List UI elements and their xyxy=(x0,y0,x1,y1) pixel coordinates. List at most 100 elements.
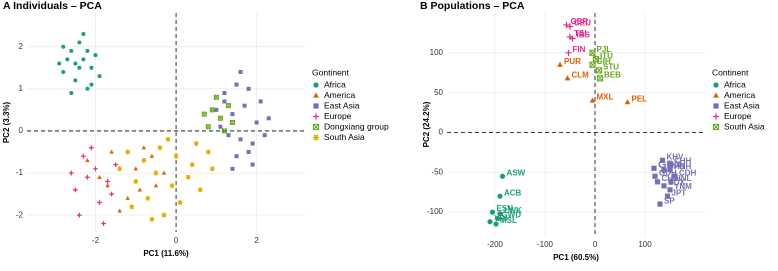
point xyxy=(73,61,78,66)
point xyxy=(667,187,673,193)
point-label: CDH xyxy=(679,168,697,177)
point xyxy=(222,91,227,96)
chart-title: A Individuals – PCA xyxy=(3,0,102,12)
point xyxy=(77,40,82,45)
point-label: SP xyxy=(664,196,675,205)
legend-label: Dongxiang group xyxy=(324,121,389,131)
point xyxy=(157,145,163,151)
point-label: GWD xyxy=(502,211,522,220)
legend-key xyxy=(312,134,320,141)
x-tick-label: -100 xyxy=(537,240,554,249)
point xyxy=(217,115,223,121)
point xyxy=(61,69,66,74)
chart-title: B Populations – PCA xyxy=(420,0,525,12)
legend-label: South Asia xyxy=(724,121,765,131)
point xyxy=(113,162,119,168)
point xyxy=(201,111,207,117)
point-label: PUR xyxy=(564,57,581,66)
point xyxy=(218,124,223,129)
point-label: PEL xyxy=(632,94,648,103)
point-label: MXL xyxy=(597,93,614,102)
point-label: ASW xyxy=(507,168,526,177)
point-label: MSL xyxy=(500,216,517,225)
y-tick-label: 50 xyxy=(434,88,443,97)
point xyxy=(213,94,219,100)
point xyxy=(589,97,596,103)
point-label: CHS xyxy=(662,174,680,183)
point xyxy=(624,99,631,105)
point xyxy=(105,179,110,184)
point xyxy=(262,133,267,138)
point xyxy=(93,166,98,172)
point xyxy=(109,149,114,154)
y-tick-label: 1 xyxy=(19,84,24,93)
point xyxy=(81,153,86,159)
point xyxy=(57,61,62,66)
legend-label: South Asia xyxy=(324,132,365,142)
point xyxy=(85,174,90,180)
point xyxy=(149,216,155,222)
point xyxy=(651,165,657,171)
point xyxy=(246,149,251,154)
legend-key xyxy=(312,123,320,131)
legend-key xyxy=(712,113,720,120)
point xyxy=(97,174,102,179)
point-label: HNH xyxy=(674,162,692,171)
point xyxy=(250,162,255,167)
point-label: CEU xyxy=(574,19,591,28)
point xyxy=(85,86,90,91)
point xyxy=(65,57,70,62)
point-label: CHH xyxy=(674,156,692,165)
point xyxy=(117,166,123,172)
y-tick-label: -2 xyxy=(16,210,24,219)
point-label: BEB xyxy=(604,70,621,79)
point xyxy=(494,215,501,222)
point xyxy=(89,145,94,151)
point-label: PJL xyxy=(597,45,612,54)
point xyxy=(97,200,102,205)
y-tick-label: 0 xyxy=(439,128,444,137)
y-tick-label: -1 xyxy=(16,168,24,177)
point-label: CLM xyxy=(572,70,590,79)
point-label: ESN xyxy=(497,204,514,213)
point xyxy=(153,183,159,188)
point xyxy=(238,137,243,142)
point xyxy=(234,82,239,87)
point xyxy=(563,21,570,29)
point-label: ACB xyxy=(504,188,522,197)
point-label: HNL xyxy=(675,174,692,183)
point-label: FIN xyxy=(573,45,586,54)
point xyxy=(661,167,667,173)
point xyxy=(72,187,78,193)
point xyxy=(226,133,231,138)
point xyxy=(133,179,139,184)
y-axis-label: PC2 (3.3%) xyxy=(2,101,11,143)
point xyxy=(133,166,138,171)
point xyxy=(97,74,102,79)
legend-key xyxy=(313,82,319,88)
point xyxy=(153,170,159,176)
point xyxy=(185,174,191,180)
point-label: YRI xyxy=(494,214,507,223)
point-label: STU xyxy=(603,62,619,71)
point-label: IBS xyxy=(577,31,591,40)
legend-label: America xyxy=(724,90,755,100)
point xyxy=(89,82,94,87)
y-tick-label: 0 xyxy=(19,126,24,135)
point-label: GIH xyxy=(597,57,611,66)
x-axis-label: PC1 (60.5%) xyxy=(553,253,599,262)
point xyxy=(557,61,563,67)
point xyxy=(214,107,219,112)
point-label: GBR xyxy=(571,17,589,26)
point xyxy=(222,99,227,104)
point xyxy=(89,65,94,70)
point xyxy=(177,200,183,205)
point xyxy=(596,75,604,82)
point xyxy=(205,124,211,130)
point xyxy=(659,157,666,163)
point-label: TSI xyxy=(574,29,586,38)
point xyxy=(109,191,115,197)
y-tick-label: -100 xyxy=(427,207,444,216)
point xyxy=(657,201,663,207)
point xyxy=(205,149,211,155)
